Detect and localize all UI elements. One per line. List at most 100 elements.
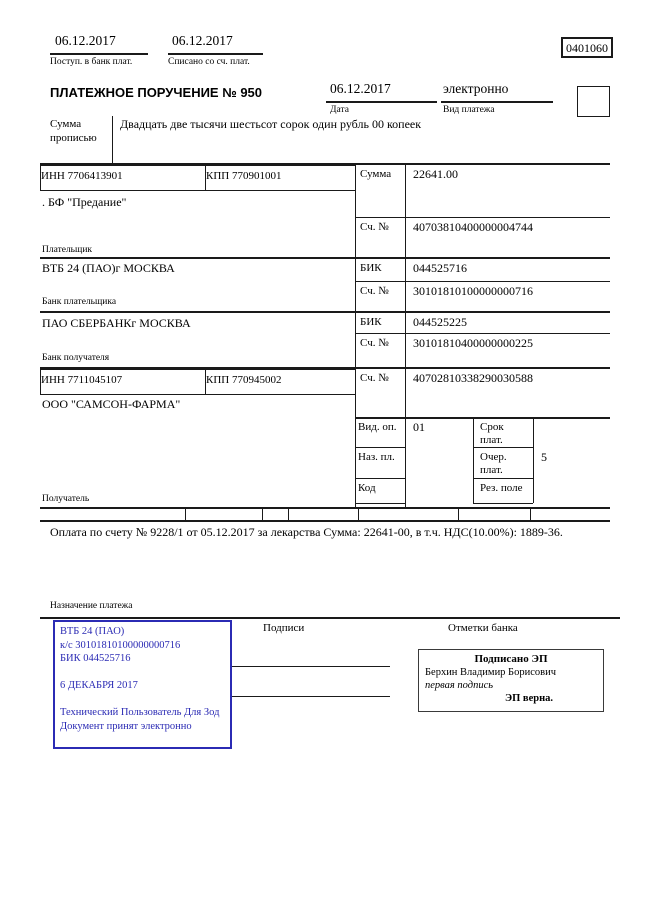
payer-bank-bik-label: БИК [360, 262, 382, 274]
payer-account-label: Сч. № [360, 221, 389, 233]
payee-account-label: Сч. № [360, 372, 389, 384]
stamp-accepted: Документ принят электронно [60, 720, 192, 732]
payer-section-line [40, 257, 610, 259]
op-type-value: 01 [413, 420, 425, 434]
stamp-bank-name: ВТБ 24 (ПАО) [60, 626, 125, 637]
stamp-operator: Технический Пользователь Для Зод [60, 707, 220, 718]
stamp-spacer-1 [60, 666, 225, 680]
tax-row-divider-2 [262, 507, 263, 520]
sum-row-bottom-line [355, 217, 610, 218]
tax-row-divider-6 [530, 507, 531, 520]
date-received-underline [50, 53, 148, 55]
payee-bank-label: Банк получателя [42, 353, 110, 363]
tax-row-bottom-line [40, 520, 610, 522]
payment-kind-label: Вид платежа [443, 105, 495, 115]
date-debited-underline [168, 53, 263, 55]
form-code: 0401060 [566, 41, 608, 55]
tax-row-divider-5 [458, 507, 459, 520]
stamp-spacer-2 [60, 693, 225, 707]
signed-ep-title: Подписано ЭП [474, 653, 548, 665]
payee-bank-account: 30101810400000000225 [413, 336, 533, 350]
payment-kind-underline [441, 101, 553, 103]
payee-label: Получатель [42, 494, 90, 504]
payer-bank-label: Банк плательщика [42, 297, 117, 307]
amount-words-divider [112, 116, 113, 163]
payer-bank-account-label: Сч. № [360, 285, 389, 297]
due-label: Срок плат. [480, 421, 504, 446]
stamp-corr-account: к/с 30101810100000000716 [60, 639, 181, 651]
payer-kpp-cell: КПП 770901001 [205, 165, 356, 191]
code-label: Код [358, 482, 376, 494]
form-code-box: 0401060 [561, 37, 613, 58]
sum-value: 22641.00 [413, 167, 458, 181]
payer-bank-account: 30101810100000000716 [413, 284, 533, 298]
due-cell-bottom [473, 447, 533, 448]
amount-words-value: Двадцать две тысячи шестьсот сорок один … [120, 117, 422, 131]
table-col-divider-left [355, 163, 356, 507]
sum-label: Сумма [360, 168, 392, 180]
payee-bank-section-line [40, 367, 610, 369]
tax-row-divider-3 [288, 507, 289, 520]
reserve-cell-bottom [473, 503, 533, 504]
stamp-date: 6 ДЕКАБРЯ 2017 [60, 680, 138, 691]
payee-kpp-cell: КПП 770945002 [205, 369, 356, 395]
payer-bank-bik: 044525716 [413, 261, 467, 275]
payee-bank-bik: 044525225 [413, 315, 467, 329]
payer-account: 40703810400000004744 [413, 220, 533, 234]
date-debited-label: Списано со сч. плат. [168, 57, 250, 67]
payee-bank-account-label: Сч. № [360, 337, 389, 349]
payee-bank-bik-label: БИК [360, 316, 382, 328]
op-type-cell-bottom [355, 447, 405, 448]
doc-date-underline [326, 101, 437, 103]
date-received-value: 06.12.2017 [55, 33, 116, 48]
payee-inn: ИНН 7711045107 [41, 374, 123, 386]
reserve-label: Рез. поле [480, 482, 523, 494]
doc-date-label: Дата [330, 105, 349, 115]
signature-line-1 [232, 666, 390, 667]
payer-name: . БФ "Предание" [42, 195, 127, 209]
op-type-label: Вид. оп. [358, 421, 397, 433]
pay-purpose-label: Наз. пл. [358, 451, 395, 463]
payee-bank-bik-bottom-line [355, 333, 610, 334]
amount-words-label-2: прописью [50, 132, 97, 144]
payee-inn-cell: ИНН 7711045107 [40, 369, 206, 395]
payer-inn-cell: ИНН 7706413901 [40, 165, 206, 191]
bank-marks-label: Отметки банка [448, 622, 518, 634]
payee-kpp: КПП 770945002 [206, 374, 282, 386]
stamp-bik: БИК 044525716 [60, 653, 131, 664]
payer-bank-name: ВТБ 24 (ПАО)г МОСКВА [42, 261, 175, 275]
payer-kpp: КПП 770901001 [206, 170, 282, 182]
payee-name: ООО "САМСОН-ФАРМА" [42, 397, 181, 411]
signature-kind: первая подпись [425, 680, 494, 691]
order-value: 5 [541, 450, 547, 464]
op-grid-top-line [355, 417, 610, 419]
page-title: ПЛАТЕЖНОЕ ПОРУЧЕНИЕ № 950 [50, 85, 263, 100]
payer-label: Плательщик [42, 245, 93, 255]
payer-bank-section-line [40, 311, 610, 313]
op-grid-divider-1 [473, 417, 474, 503]
signature-line-2 [232, 696, 390, 697]
order-label: Очер. плат. [480, 451, 507, 476]
order-cell-bottom [473, 478, 533, 479]
status-checkbox [577, 86, 610, 117]
signer-name: Берхин Владимир Борисович [425, 667, 556, 678]
purpose-label: Назначение платежа [50, 601, 133, 611]
tax-row-divider-4 [358, 507, 359, 520]
op-grid-divider-2 [533, 417, 534, 503]
pay-purpose-cell-bottom [355, 478, 405, 479]
code-cell-bottom [355, 503, 405, 504]
payer-bank-bik-bottom-line [355, 281, 610, 282]
purpose-line: Оплата по счету № 9228/1 от 05.12.2017 з… [50, 525, 563, 539]
signature-verified: ЭП верна. [505, 693, 554, 704]
table-col-divider-right [405, 163, 406, 507]
date-received-label: Поступ. в банк плат. [50, 57, 133, 67]
tax-row-divider-1 [185, 507, 186, 520]
payment-kind-value: электронно [443, 81, 509, 96]
payer-inn: ИНН 7706413901 [41, 170, 123, 182]
date-debited-value: 06.12.2017 [172, 33, 233, 48]
payee-bank-name: ПАО СБЕРБАНКг МОСКВА [42, 316, 191, 330]
signatures-label: Подписи [263, 622, 305, 634]
payee-section-line [40, 507, 610, 509]
signature-verification-stamp: Подписано ЭП Берхин Владимир Борисович п… [418, 649, 604, 712]
